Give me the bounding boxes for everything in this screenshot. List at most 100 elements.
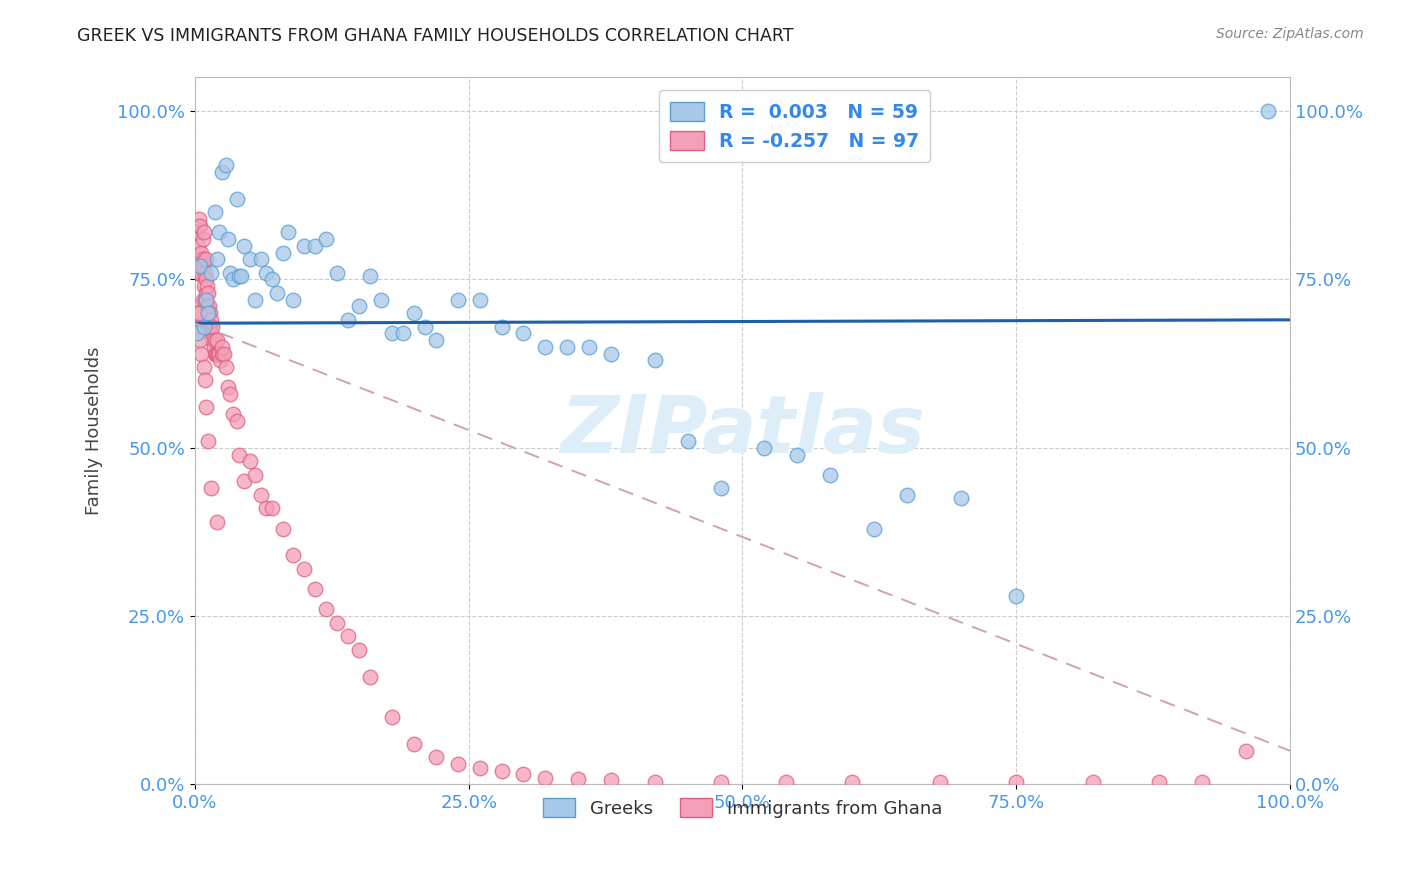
Point bbox=[950, 491, 973, 506]
Point bbox=[381, 710, 404, 724]
Point bbox=[193, 359, 215, 374]
Point bbox=[214, 158, 236, 172]
Point bbox=[863, 522, 886, 536]
Point bbox=[219, 387, 242, 401]
Point bbox=[896, 488, 918, 502]
Point bbox=[1147, 775, 1170, 789]
Point bbox=[193, 279, 215, 293]
Point bbox=[447, 293, 470, 307]
Point bbox=[200, 266, 222, 280]
Point bbox=[294, 239, 316, 253]
Point bbox=[187, 239, 209, 253]
Point bbox=[283, 293, 305, 307]
Point bbox=[197, 306, 219, 320]
Point bbox=[347, 299, 370, 313]
Point bbox=[254, 501, 277, 516]
Point bbox=[578, 340, 600, 354]
Point bbox=[775, 775, 797, 789]
Point bbox=[201, 319, 224, 334]
Point bbox=[260, 501, 283, 516]
Point bbox=[200, 319, 222, 334]
Point bbox=[197, 434, 219, 448]
Point bbox=[186, 225, 208, 239]
Point bbox=[200, 326, 222, 341]
Point bbox=[191, 259, 214, 273]
Point bbox=[194, 266, 217, 280]
Point bbox=[709, 775, 731, 789]
Point bbox=[534, 340, 557, 354]
Point bbox=[567, 772, 589, 786]
Point bbox=[233, 239, 256, 253]
Point bbox=[644, 774, 666, 789]
Point bbox=[534, 771, 557, 785]
Point bbox=[204, 346, 226, 360]
Point bbox=[207, 346, 229, 360]
Point bbox=[1257, 104, 1279, 119]
Point bbox=[326, 615, 349, 630]
Point bbox=[326, 266, 349, 280]
Point bbox=[193, 225, 215, 239]
Point bbox=[194, 285, 217, 300]
Point bbox=[195, 299, 218, 313]
Point bbox=[294, 562, 316, 576]
Point bbox=[194, 401, 217, 415]
Point bbox=[201, 333, 224, 347]
Point bbox=[249, 252, 271, 267]
Point bbox=[211, 346, 233, 360]
Point bbox=[228, 448, 250, 462]
Point bbox=[271, 522, 294, 536]
Point bbox=[233, 475, 256, 489]
Point bbox=[208, 346, 231, 360]
Point bbox=[304, 582, 326, 596]
Point bbox=[1234, 744, 1257, 758]
Point bbox=[187, 266, 209, 280]
Point bbox=[204, 205, 226, 219]
Point bbox=[425, 750, 447, 764]
Point bbox=[337, 313, 360, 327]
Text: ZIPatlas: ZIPatlas bbox=[560, 392, 925, 470]
Point bbox=[644, 353, 666, 368]
Point bbox=[555, 340, 578, 354]
Point bbox=[337, 629, 360, 643]
Point bbox=[370, 293, 392, 307]
Point bbox=[222, 272, 245, 286]
Point bbox=[200, 481, 222, 495]
Point bbox=[204, 346, 226, 360]
Point bbox=[217, 232, 239, 246]
Point bbox=[1005, 775, 1028, 789]
Point bbox=[200, 306, 222, 320]
Point bbox=[491, 319, 513, 334]
Point bbox=[187, 319, 209, 334]
Point bbox=[211, 164, 233, 178]
Point bbox=[184, 306, 207, 320]
Point bbox=[315, 602, 337, 616]
Point bbox=[205, 252, 228, 267]
Point bbox=[283, 549, 305, 563]
Point bbox=[225, 192, 247, 206]
Point bbox=[195, 279, 218, 293]
Point bbox=[413, 319, 436, 334]
Text: GREEK VS IMMIGRANTS FROM GHANA FAMILY HOUSEHOLDS CORRELATION CHART: GREEK VS IMMIGRANTS FROM GHANA FAMILY HO… bbox=[77, 27, 794, 45]
Point bbox=[491, 764, 513, 778]
Point bbox=[190, 259, 212, 273]
Point bbox=[266, 285, 288, 300]
Point bbox=[600, 773, 623, 788]
Point bbox=[468, 293, 491, 307]
Point bbox=[841, 775, 863, 789]
Point bbox=[392, 326, 415, 341]
Point bbox=[190, 252, 212, 267]
Point bbox=[239, 252, 262, 267]
Point bbox=[208, 225, 231, 239]
Point bbox=[219, 266, 242, 280]
Point bbox=[194, 293, 217, 307]
Point bbox=[188, 219, 211, 233]
Point bbox=[260, 272, 283, 286]
Point bbox=[709, 481, 731, 495]
Point bbox=[190, 266, 212, 280]
Point bbox=[229, 268, 252, 283]
Point bbox=[786, 448, 808, 462]
Point bbox=[197, 306, 219, 320]
Point bbox=[200, 313, 222, 327]
Point bbox=[347, 642, 370, 657]
Point bbox=[209, 353, 232, 368]
